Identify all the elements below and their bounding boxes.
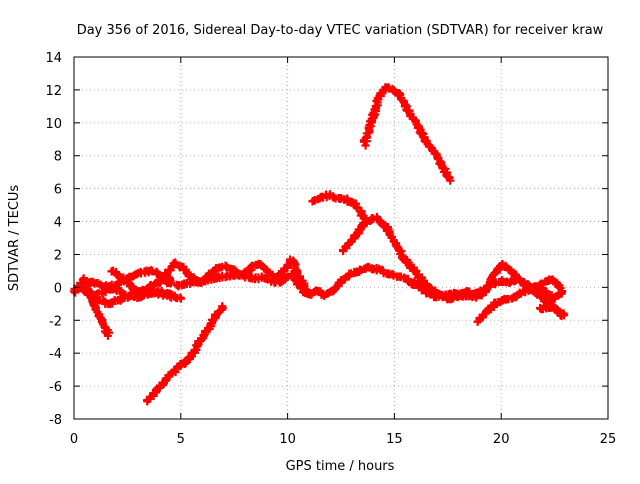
data-point <box>103 331 112 340</box>
y-tick-label: 6 <box>54 183 62 198</box>
x-tick-label: 5 <box>177 432 185 447</box>
y-tick-label: 14 <box>45 51 62 66</box>
data-points-layer <box>69 83 569 406</box>
x-tick-label: 25 <box>600 432 617 447</box>
y-tick-label: 12 <box>45 84 62 99</box>
series-track-10 <box>308 190 370 224</box>
data-point <box>167 290 177 299</box>
data-point <box>164 278 173 288</box>
y-tick-label: 8 <box>54 150 62 165</box>
series-track-4 <box>83 284 177 302</box>
x-tick-label: 20 <box>493 432 510 447</box>
y-tick-label: -4 <box>49 347 62 362</box>
y-tick-label: -8 <box>49 413 62 428</box>
y-tick-label: -2 <box>49 314 62 329</box>
y-axis-label: SDTVAR / TECUs <box>7 185 22 292</box>
y-tick-label: 2 <box>54 248 62 263</box>
y-tick-label: 0 <box>54 281 62 296</box>
series-track-12 <box>359 83 455 185</box>
series-track-15 <box>473 282 567 326</box>
data-point <box>558 287 567 296</box>
x-tick-label: 0 <box>70 432 78 447</box>
x-tick-label: 10 <box>279 432 296 447</box>
chart-title: Day 356 of 2016, Sidereal Day-to-day VTE… <box>77 23 604 38</box>
x-tick-labels: 0 5 10 15 20 25 <box>70 432 616 447</box>
data-point <box>446 176 455 185</box>
y-tick-label: -6 <box>49 380 62 395</box>
x-tick-label: 15 <box>386 432 403 447</box>
series-track-5 <box>107 266 175 296</box>
y-tick-labels: -8 -6 -4 -2 0 2 4 6 8 10 12 14 <box>45 51 62 428</box>
series-track-8 <box>172 269 292 291</box>
data-point <box>218 302 227 311</box>
y-tick-label: 4 <box>54 216 62 231</box>
series-track-6 <box>143 302 227 406</box>
grid-layer <box>74 57 608 419</box>
data-point <box>176 294 186 303</box>
data-point <box>559 311 569 320</box>
series-track-16 <box>536 302 569 320</box>
x-axis-label: GPS time / hours <box>286 459 395 474</box>
ticks-layer <box>73 56 609 420</box>
plot-frame <box>73 56 609 420</box>
y-tick-label: 10 <box>45 117 62 132</box>
